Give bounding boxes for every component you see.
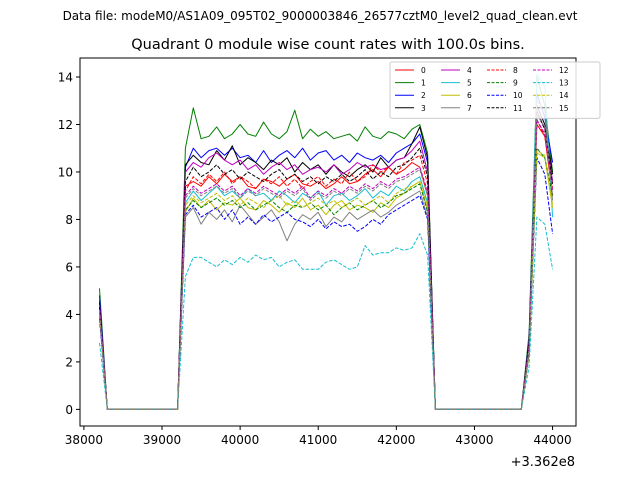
legend-label-15: 15	[559, 104, 569, 113]
y-tick-label: 8	[65, 213, 73, 227]
x-tick-label: 41000	[299, 433, 337, 447]
legend-label-4: 4	[467, 66, 472, 75]
x-tick-label: 40000	[221, 433, 259, 447]
legend-label-14: 14	[559, 91, 569, 100]
chart-title: Quadrant 0 module wise count rates with …	[131, 37, 525, 53]
legend-label-0: 0	[421, 66, 426, 75]
x-offset-label: +3.362e8	[511, 455, 575, 470]
y-tick-label: 4	[65, 308, 73, 322]
x-tick-label: 38000	[65, 433, 103, 447]
legend-label-10: 10	[513, 91, 523, 100]
legend-label-6: 6	[467, 91, 472, 100]
x-tick-label: 43000	[455, 433, 493, 447]
x-tick-label: 42000	[377, 433, 415, 447]
y-tick-label: 6	[65, 260, 73, 274]
legend-label-9: 9	[513, 79, 518, 88]
legend-label-5: 5	[467, 79, 472, 88]
y-tick-label: 2	[65, 355, 73, 369]
plot-area: 38000 39000 40000 41000 42000 43000 44000 0 2 4 6 8…	[58, 57, 577, 447]
legend-label-8: 8	[513, 66, 518, 75]
legend-label-13: 13	[559, 79, 569, 88]
legend-label-12: 12	[559, 66, 569, 75]
legend-box	[389, 61, 601, 119]
y-tick-label: 10	[58, 165, 73, 179]
series-line-15	[99, 114, 554, 410]
axes-frame	[79, 57, 577, 427]
x-tick-label: 39000	[143, 433, 181, 447]
legend-label-1: 1	[421, 79, 426, 88]
legend-label-3: 3	[421, 104, 426, 113]
y-tick-label: 14	[58, 70, 73, 84]
data-file-label: Data file: modeM0/AS1A09_095T02_90000038…	[63, 9, 578, 23]
x-tick-label: 44000	[533, 433, 571, 447]
y-tick-label: 0	[65, 403, 73, 417]
series-group	[99, 74, 554, 410]
y-tick-label: 12	[58, 118, 73, 132]
legend-label-11: 11	[513, 104, 523, 113]
legend-label-2: 2	[421, 91, 426, 100]
legend-label-7: 7	[467, 104, 472, 113]
